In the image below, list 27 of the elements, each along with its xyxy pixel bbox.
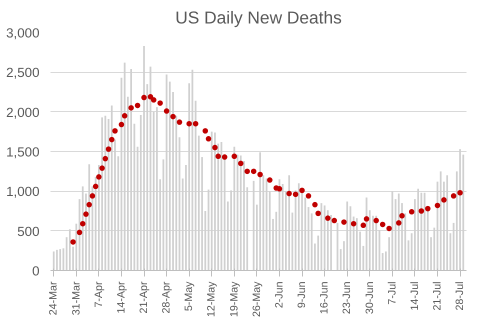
- x-tick-label: 5-May: [183, 280, 196, 312]
- y-tick-label: 1,500: [6, 144, 40, 160]
- y-tick-label: 0: [32, 264, 40, 278]
- x-tick-label: 31-Mar: [70, 281, 82, 316]
- x-tick-label: 16-Jun: [318, 281, 331, 314]
- y-tick-label: 500: [17, 224, 40, 239]
- x-tick-label: 14-Jul: [408, 281, 421, 311]
- x-tick-label: 14-Apr: [115, 281, 128, 314]
- x-tick-label: 28-Apr: [160, 281, 173, 314]
- x-tick-label: 9-Jun: [296, 281, 308, 308]
- chart-title: US Daily New Deaths: [175, 8, 342, 28]
- y-tick-label: 2,500: [6, 65, 40, 80]
- x-tick-label: 21-Jul: [431, 281, 444, 311]
- y-tick-label: 3,000: [6, 26, 40, 40]
- x-tick-label: 19-May: [228, 280, 240, 318]
- x-tick-label: 7-Apr: [92, 281, 105, 308]
- x-tick-label: 2-Jun: [273, 281, 286, 308]
- x-tick-label: 30-Jun: [364, 281, 376, 314]
- x-tick-label: 21-Apr: [138, 281, 150, 314]
- y-tick-label: 2,000: [6, 104, 40, 120]
- x-tick-label: 24-Mar: [48, 281, 60, 316]
- x-tick-label: 26-May: [250, 280, 263, 318]
- x-tick-label: 28-Jul: [454, 281, 466, 311]
- x-tick-label: 23-Jun: [341, 281, 354, 314]
- x-tick-label: 7-Jul: [386, 281, 398, 305]
- x-tick-label: 12-May: [206, 280, 218, 318]
- y-tick-label: 1,000: [6, 184, 40, 200]
